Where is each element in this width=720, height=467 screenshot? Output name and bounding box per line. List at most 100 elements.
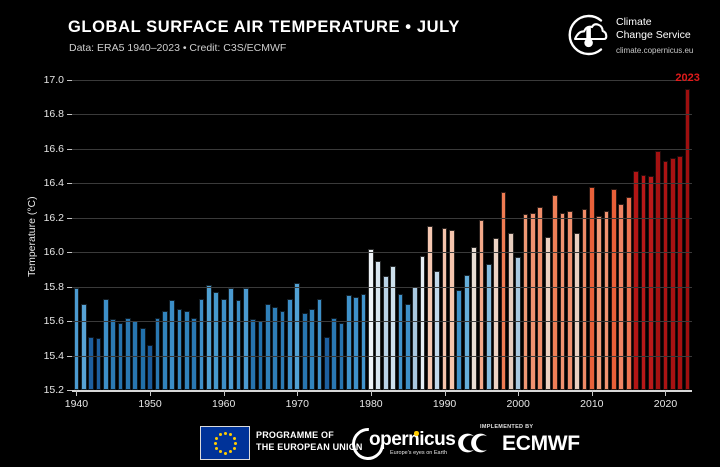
bar: [191, 317, 198, 390]
gridline: [72, 355, 692, 357]
bar: [419, 255, 426, 390]
bar: [515, 257, 522, 390]
bar: [368, 248, 374, 390]
y-tick-mark: [67, 252, 72, 254]
bar: [581, 209, 588, 390]
gridline: [72, 217, 692, 219]
eu-programme-text: PROGRAMME OF THE EUROPEAN UNION: [256, 430, 363, 453]
bar: [382, 276, 389, 390]
bar: [507, 233, 514, 390]
x-tick-mark: [297, 390, 299, 396]
bar: [397, 293, 404, 390]
bar: [125, 317, 131, 390]
bar: [279, 310, 286, 390]
bar: [640, 174, 647, 390]
bar: [574, 233, 580, 390]
eu-star-icon: [234, 441, 237, 445]
bar: [294, 283, 301, 390]
bar: [235, 300, 242, 390]
bar: [412, 286, 418, 390]
c3s-logo-text: Climate Change Service: [616, 16, 691, 42]
eu-star-icon: [224, 431, 227, 435]
bar: [662, 160, 669, 390]
y-tick-mark: [67, 183, 72, 185]
chart-plot-area: [72, 80, 692, 390]
bar: [353, 297, 360, 390]
bar: [684, 88, 691, 390]
y-tick-label: 16.6: [43, 142, 64, 155]
bar: [242, 288, 249, 390]
bar: [647, 176, 654, 390]
bar: [323, 336, 330, 390]
bar: [206, 284, 212, 390]
y-tick-label: 15.6: [43, 315, 64, 328]
y-tick-mark: [67, 217, 72, 219]
bar: [633, 171, 639, 390]
y-tick-label: 15.4: [43, 349, 64, 362]
bar: [522, 214, 529, 390]
x-axis-line: [72, 390, 692, 392]
eu-star-icon: [232, 436, 236, 440]
ecmwf-wordmark: ECMWF: [502, 432, 580, 455]
x-tick-label: 1950: [138, 398, 162, 410]
bar: [677, 155, 684, 390]
bar: [588, 186, 595, 390]
bar: [537, 207, 544, 390]
gridline: [72, 321, 692, 323]
bar-series: [72, 80, 692, 390]
bar: [566, 210, 573, 390]
eu-star-icon: [224, 451, 227, 455]
c3s-url: climate.copernicus.eu: [616, 46, 694, 55]
x-tick-label: 1990: [432, 398, 457, 410]
y-tick-mark: [67, 355, 72, 357]
copernicus-dot-icon: [414, 431, 419, 436]
y-tick-label: 16.2: [43, 211, 64, 224]
bar: [390, 266, 396, 390]
c3s-name-line2: Change Service: [616, 29, 691, 41]
y-tick-label: 16.8: [43, 108, 64, 121]
bar: [449, 229, 455, 390]
gridline: [72, 148, 692, 150]
bar: [669, 157, 676, 390]
x-tick-label: 1960: [211, 398, 236, 410]
copernicus-tagline: Europe's eyes on Earth: [390, 450, 448, 456]
bar: [603, 210, 610, 390]
bar: [154, 317, 161, 390]
bar: [618, 204, 625, 390]
bar: [530, 212, 536, 390]
c3s-name-line1: Climate: [616, 16, 652, 28]
bar: [493, 238, 499, 390]
bar: [426, 226, 433, 390]
x-tick-label: 2020: [653, 398, 678, 410]
highlight-year-label: 2023: [675, 71, 700, 84]
bar: [478, 219, 485, 390]
bar: [198, 298, 205, 390]
eu-star-icon: [219, 432, 222, 436]
y-tick-mark: [67, 80, 72, 81]
gridline: [72, 80, 692, 81]
eu-star-icon: [214, 441, 217, 445]
bar: [213, 291, 220, 390]
gridline: [72, 114, 692, 116]
x-tick-label: 1980: [359, 398, 383, 410]
bar: [360, 293, 367, 390]
y-tick-label: 15.8: [43, 280, 64, 293]
eu-star-icon: [232, 446, 236, 450]
bar: [596, 216, 603, 390]
bar: [463, 274, 470, 390]
eu-line1: PROGRAMME OF: [256, 430, 334, 440]
bar: [220, 298, 227, 390]
bar: [176, 309, 183, 390]
bar: [228, 288, 234, 390]
y-tick-mark: [67, 286, 72, 288]
bar: [272, 307, 279, 390]
bar: [139, 328, 146, 390]
bar: [264, 303, 271, 390]
bar: [485, 264, 492, 390]
bar: [625, 197, 632, 390]
y-tick-label: 15.2: [43, 384, 64, 396]
bar: [73, 288, 80, 390]
bar: [183, 310, 190, 390]
copernicus-wordmark: opernicus: [369, 429, 456, 450]
y-axis-label: Temperature (°C): [26, 196, 38, 277]
